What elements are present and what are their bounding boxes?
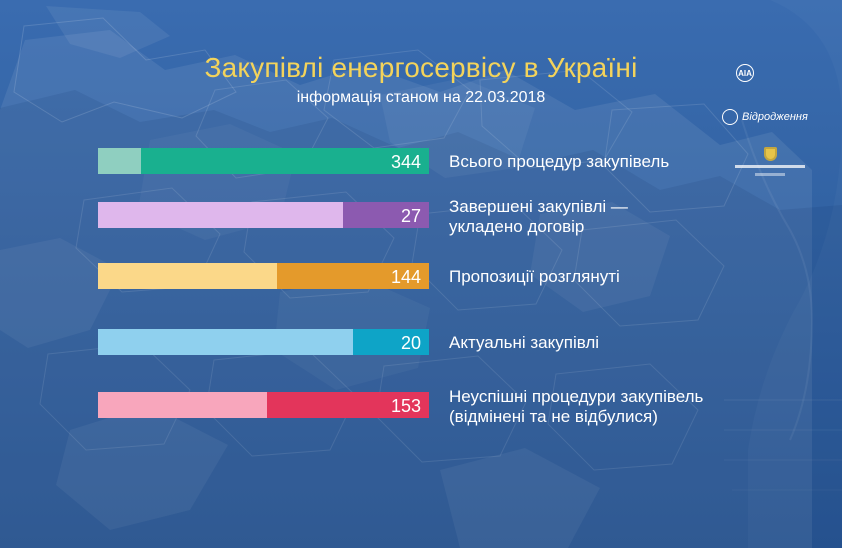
- crest-icon: [763, 147, 777, 161]
- bar-segment-value: [353, 329, 429, 355]
- bar-segment-light: [98, 263, 277, 289]
- institute-logo: AIA: [736, 60, 808, 86]
- category-label: Завершені закупівлі —: [449, 197, 628, 216]
- bar-value-label: 144: [391, 267, 421, 287]
- sponsor-logos: AIA Відродження: [718, 52, 822, 202]
- category-label: Актуальні закупівлі: [449, 333, 599, 352]
- bar-value-label: 344: [391, 152, 421, 172]
- bar-segment-value: [267, 392, 429, 418]
- bar-segment-light: [98, 202, 343, 228]
- bar-value-label: 153: [391, 396, 421, 416]
- embassy-logo-subline: [755, 173, 785, 176]
- foundation-logo-icon: [722, 109, 738, 125]
- embassy-logo: [735, 147, 805, 185]
- page-title: Закупівлі енергосервісу в Україні: [204, 52, 638, 83]
- bar-segment-value: [343, 202, 429, 228]
- bar-segment-value: [277, 263, 429, 289]
- embassy-logo-line: [735, 165, 805, 168]
- bar-segment-light: [98, 148, 141, 174]
- bar-segment-light: [98, 392, 267, 418]
- category-label: Пропозиції розглянуті: [449, 267, 620, 286]
- category-label: Всього процедур закупівель: [449, 152, 669, 171]
- foundation-logo-text: Відродження: [742, 111, 808, 123]
- bar-segment-light: [98, 329, 353, 355]
- institute-logo-icon: AIA: [736, 64, 754, 82]
- bar-value-label: 20: [401, 333, 421, 353]
- page-subtitle: інформація станом на 22.03.2018: [296, 89, 546, 106]
- bar-segment-value: [141, 148, 429, 174]
- category-label: Неуспішні процедури закупівель: [449, 387, 704, 406]
- category-label: укладено договір: [449, 217, 584, 236]
- foundation-logo: Відродження: [722, 106, 822, 128]
- category-label: (відмінені та не відбулися): [449, 407, 658, 426]
- bar-value-label: 27: [401, 206, 421, 226]
